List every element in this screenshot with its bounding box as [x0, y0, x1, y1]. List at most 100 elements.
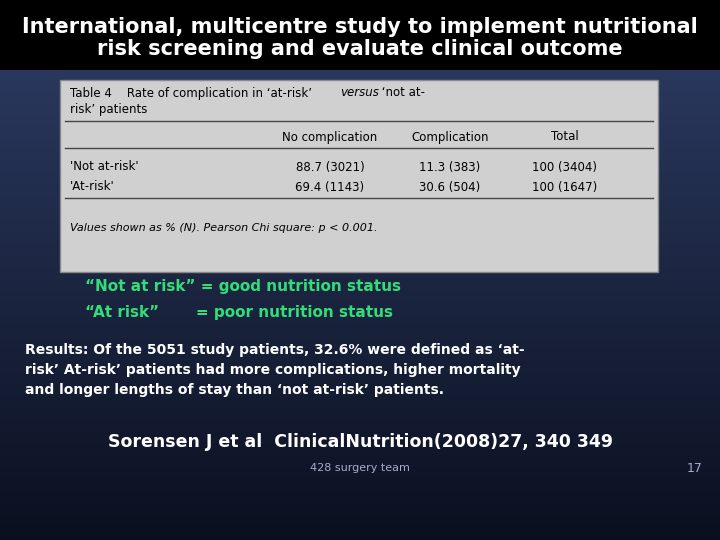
Bar [0, 409, 720, 410]
Bar [0, 289, 720, 290]
Bar [0, 160, 720, 161]
Bar [0, 22, 720, 23]
Bar [0, 66, 720, 67]
Bar [0, 515, 720, 516]
Bar [0, 501, 720, 502]
Bar [0, 285, 720, 286]
Bar [0, 112, 720, 113]
Bar [0, 54, 720, 55]
Bar [0, 333, 720, 334]
Bar [0, 458, 720, 459]
Bar [0, 81, 720, 82]
Bar [0, 200, 720, 201]
Text: International, multicentre study to implement nutritional: International, multicentre study to impl… [22, 17, 698, 37]
Bar [0, 301, 720, 302]
Bar [0, 445, 720, 446]
Bar [0, 520, 720, 521]
Bar [0, 404, 720, 405]
Bar [0, 17, 720, 18]
Bar [0, 464, 720, 465]
Bar [0, 268, 720, 269]
Bar [0, 155, 720, 156]
Bar [0, 80, 720, 81]
Bar [0, 176, 720, 177]
Bar [0, 526, 720, 527]
Bar [0, 311, 720, 312]
Bar [0, 237, 720, 238]
Bar [0, 305, 720, 306]
Bar [0, 161, 720, 162]
Bar [0, 279, 720, 280]
Bar [0, 512, 720, 513]
Bar [0, 325, 720, 326]
Bar [0, 447, 720, 448]
Bar [0, 498, 720, 499]
Bar [0, 295, 720, 296]
Text: risk screening and evaluate clinical outcome: risk screening and evaluate clinical out… [97, 39, 623, 59]
Bar [0, 312, 720, 313]
Bar [0, 138, 720, 139]
Bar [0, 523, 720, 524]
Text: 17: 17 [687, 462, 703, 475]
Bar [0, 117, 720, 118]
Bar [0, 465, 720, 466]
Bar [0, 353, 720, 354]
Bar [0, 472, 720, 473]
Bar [0, 84, 720, 85]
Bar [0, 482, 720, 483]
Bar [0, 432, 720, 433]
Bar [0, 42, 720, 43]
Bar [0, 197, 720, 198]
Bar [0, 94, 720, 95]
Bar [0, 381, 720, 382]
Bar [0, 338, 720, 339]
Bar [0, 221, 720, 222]
Bar [0, 493, 720, 494]
Bar [0, 509, 720, 510]
Bar [0, 106, 720, 107]
Bar [0, 113, 720, 114]
Bar [0, 212, 720, 213]
Bar [0, 158, 720, 159]
Bar [0, 366, 720, 367]
Bar [0, 500, 720, 501]
Bar [0, 538, 720, 539]
Bar [0, 203, 720, 204]
Bar [0, 190, 720, 191]
Bar [0, 67, 720, 68]
Bar [0, 26, 720, 27]
Bar [0, 537, 720, 538]
Bar [0, 118, 720, 119]
Bar [0, 73, 720, 74]
Bar [0, 193, 720, 194]
Bar [0, 455, 720, 456]
Bar [0, 263, 720, 264]
Bar [0, 214, 720, 215]
Bar [0, 327, 720, 328]
Bar [0, 105, 720, 106]
Bar [0, 359, 720, 360]
Bar [0, 172, 720, 173]
Bar [0, 55, 720, 56]
Bar [0, 365, 720, 366]
Bar [0, 252, 720, 253]
Bar [0, 454, 720, 455]
Text: 100 (3404): 100 (3404) [533, 160, 598, 173]
Bar [0, 121, 720, 122]
Bar [0, 361, 720, 362]
Bar [0, 348, 720, 349]
Bar [0, 20, 720, 21]
Bar [0, 254, 720, 255]
Bar [0, 278, 720, 279]
Bar [0, 250, 720, 251]
Bar [0, 422, 720, 423]
Bar [0, 255, 720, 256]
Bar [0, 350, 720, 351]
Bar [0, 129, 720, 130]
Bar [0, 179, 720, 180]
Bar [0, 78, 720, 79]
Bar [0, 320, 720, 321]
Bar [0, 269, 720, 270]
Bar [0, 242, 720, 243]
Text: Table 4    Rate of complication in ‘at-risk’: Table 4 Rate of complication in ‘at-risk… [70, 86, 316, 99]
